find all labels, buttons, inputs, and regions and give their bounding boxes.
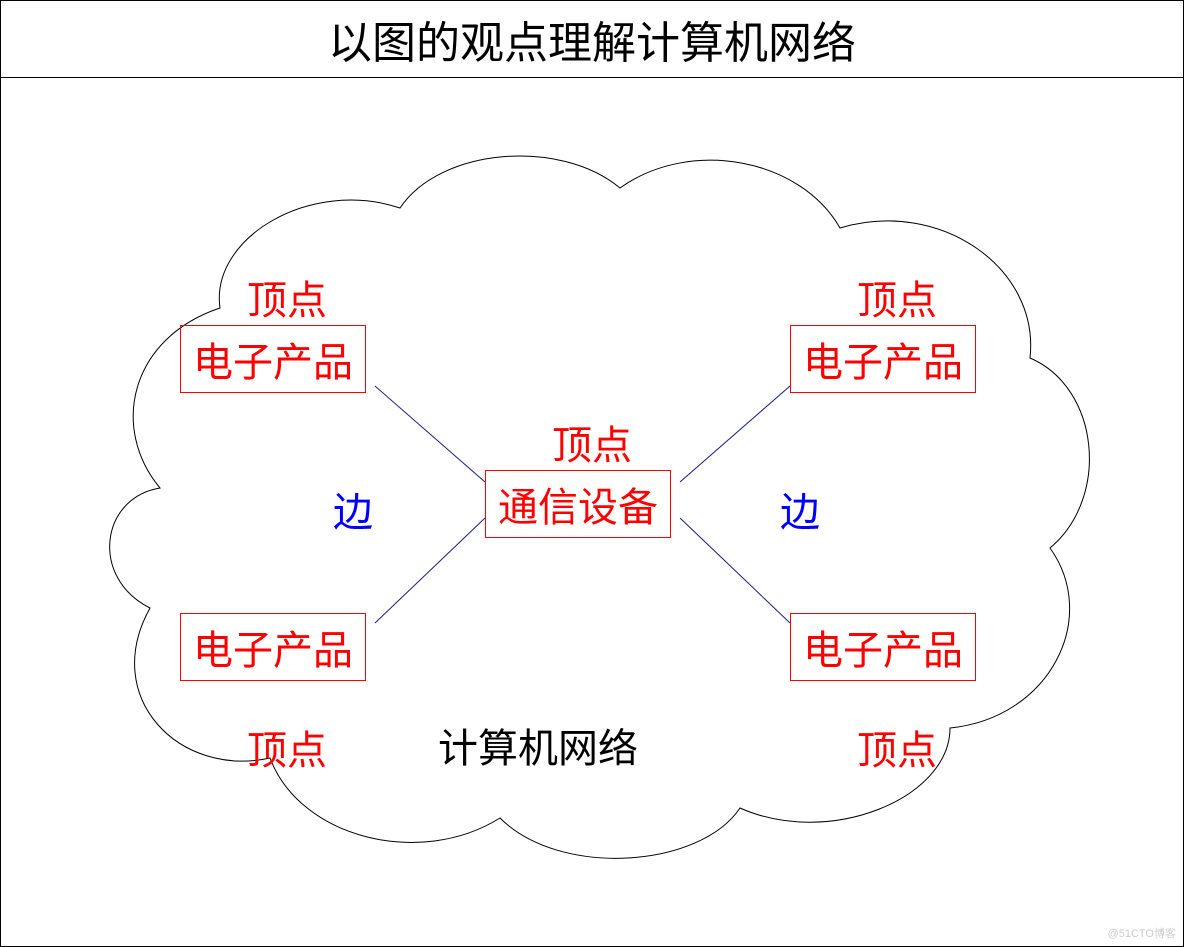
- title-bar: 以图的观点理解计算机网络: [0, 0, 1184, 78]
- node-box-tl: 电子产品: [180, 325, 366, 393]
- diagram-caption: 计算机网络: [438, 716, 638, 774]
- edge-tr: [680, 386, 790, 482]
- node-box-c: 通信设备: [485, 470, 671, 538]
- node-label-br: 电子产品: [803, 628, 963, 673]
- watermark: @51CTO博客: [1108, 925, 1176, 941]
- edge-br: [680, 518, 790, 623]
- node-box-br: 电子产品: [790, 613, 976, 681]
- edge-tl: [375, 386, 485, 482]
- diagram-area: 顶点 电子产品 顶点 电子产品 顶点 通信设备 电子产品 顶点 电子产品 顶点 …: [0, 78, 1184, 946]
- edge-label-right: 边: [780, 480, 820, 538]
- vertex-label-c: 顶点: [552, 413, 632, 471]
- edge-label-left: 边: [333, 480, 373, 538]
- page-title: 以图的观点理解计算机网络: [328, 7, 856, 71]
- vertex-label-br: 顶点: [857, 718, 937, 776]
- vertex-label-bl: 顶点: [247, 718, 327, 776]
- node-box-bl: 电子产品: [180, 613, 366, 681]
- node-label-tl: 电子产品: [193, 340, 353, 385]
- node-label-bl: 电子产品: [193, 628, 353, 673]
- edge-bl: [375, 518, 485, 623]
- node-label-c: 通信设备: [498, 485, 658, 530]
- vertex-label-tr: 顶点: [857, 268, 937, 326]
- vertex-label-tl: 顶点: [247, 268, 327, 326]
- node-box-tr: 电子产品: [790, 325, 976, 393]
- node-label-tr: 电子产品: [803, 340, 963, 385]
